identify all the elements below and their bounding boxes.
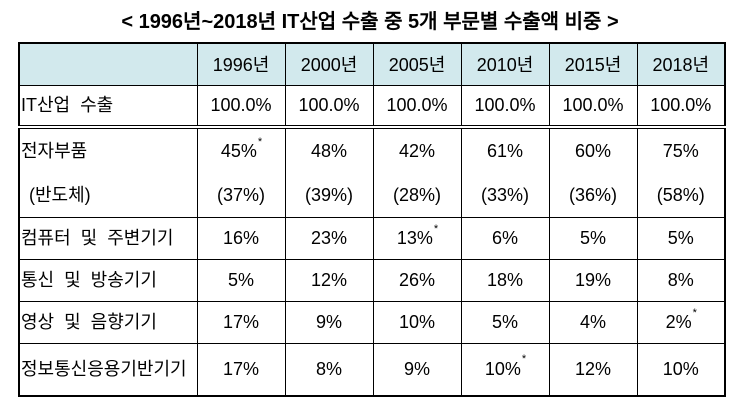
row-label: 정보통신응용기반기기 (18, 343, 198, 396)
value-cell: 16% (196, 217, 286, 260)
year-header-2005: 2005년 (372, 42, 462, 86)
value-main: 61% (486, 141, 524, 161)
corner-cell (18, 42, 198, 86)
value-sub: (33%) (480, 185, 529, 205)
value-cell: 17% (196, 343, 286, 396)
value-cell: 5% (636, 217, 726, 260)
row-label: 영상 및 음향기기 (18, 301, 198, 344)
value-cell: 12% (284, 259, 374, 302)
value-main: 45%* (220, 135, 263, 161)
value-cell: 100.0% (548, 84, 638, 129)
value-main: 42% (398, 141, 436, 161)
footnote-star: * (692, 306, 697, 319)
value-cell: 9% (284, 301, 374, 344)
value-sub: (36%) (568, 185, 617, 205)
table-row: 통신 및 방송기기 5% 12% 26% 18% 19% 8% (18, 259, 726, 302)
export-share-table: 1996년 2000년 2005년 2010년 2015년 2018년 IT산업 수출 10… (18, 42, 726, 397)
row-label-main: 전자부품 (21, 141, 88, 161)
value-cell: 100.0% (196, 84, 286, 129)
value-cell: 5% (548, 217, 638, 260)
header-row: 1996년 2000년 2005년 2010년 2015년 2018년 (18, 42, 726, 86)
value-cell: 5% (196, 259, 286, 302)
value-cell: 12% (548, 343, 638, 396)
table-row: 영상 및 음향기기 17% 9% 10% 5% 4% 2%* (18, 301, 726, 344)
value-cell: 19% (548, 259, 638, 302)
row-label-sub: (반도체) (29, 185, 91, 205)
value-cell: 100.0% (636, 84, 726, 129)
value-main: 60% (574, 141, 612, 161)
table-row: 전자부품 (반도체) 45%* (37%) 48% (39%) 42% (28%) 61% (33… (18, 126, 726, 218)
value-cell: 2%* (636, 301, 726, 344)
value-sub: (39%) (304, 185, 353, 205)
value-cell: 17% (196, 301, 286, 344)
value-sub: (28%) (392, 185, 441, 205)
value-cell: 6% (460, 217, 550, 260)
value-cell: 4% (548, 301, 638, 344)
value-sub: (58%) (656, 185, 705, 205)
value-cell: 26% (372, 259, 462, 302)
row-label: 컴퓨터 및 주변기기 (18, 217, 198, 260)
table-row: 컴퓨터 및 주변기기 16% 23% 13%* 6% 5% 5% (18, 217, 726, 260)
table-body: IT산업 수출 100.0% 100.0% 100.0% 100.0% 100.0% 100… (18, 84, 726, 396)
table-row: 정보통신응용기반기기 17% 8% 9% 10%* 12% 10% (18, 343, 726, 396)
value-cell: 23% (284, 217, 374, 260)
value-cell: 42% (28%) (372, 126, 462, 218)
year-header-1996: 1996년 (196, 42, 286, 86)
value-cell: 45%* (37%) (196, 126, 286, 218)
footnote-star: * (521, 353, 527, 366)
value-cell: 5% (460, 301, 550, 344)
value-cell: 10%* (460, 343, 550, 396)
value-cell: 60% (36%) (548, 126, 638, 218)
value-cell: 8% (636, 259, 726, 302)
row-label: IT산업 수출 (18, 84, 198, 129)
value-sub: (37%) (216, 185, 265, 205)
value-cell: 48% (39%) (284, 126, 374, 218)
value-cell: 13%* (372, 217, 462, 260)
value-cell: 10% (636, 343, 726, 396)
value-cell: 100.0% (460, 84, 550, 129)
year-header-2018: 2018년 (636, 42, 726, 86)
value-main: 48% (310, 141, 348, 161)
footnote-star: * (433, 222, 439, 235)
value-cell: 9% (372, 343, 462, 396)
value-cell: 75% (58%) (636, 126, 726, 218)
value-cell: 8% (284, 343, 374, 396)
table-row: IT산업 수출 100.0% 100.0% 100.0% 100.0% 100.0% 100… (18, 84, 726, 129)
value-cell: 100.0% (284, 84, 374, 129)
row-label: 통신 및 방송기기 (18, 259, 198, 302)
value-main: 75% (662, 141, 699, 161)
footnote-star: * (257, 135, 263, 148)
page-title: < 1996년~2018년 IT산업 수출 중 5개 부문별 수출액 비중 > (121, 11, 619, 33)
value-cell: 61% (33%) (460, 126, 550, 218)
value-cell: 100.0% (372, 84, 462, 129)
value-cell: 10% (372, 301, 462, 344)
row-label: 전자부품 (반도체) (18, 126, 198, 218)
year-header-2010: 2010년 (460, 42, 550, 86)
table-header: 1996년 2000년 2005년 2010년 2015년 2018년 (18, 42, 726, 86)
year-header-2000: 2000년 (284, 42, 374, 86)
value-cell: 18% (460, 259, 550, 302)
year-header-2015: 2015년 (548, 42, 638, 86)
